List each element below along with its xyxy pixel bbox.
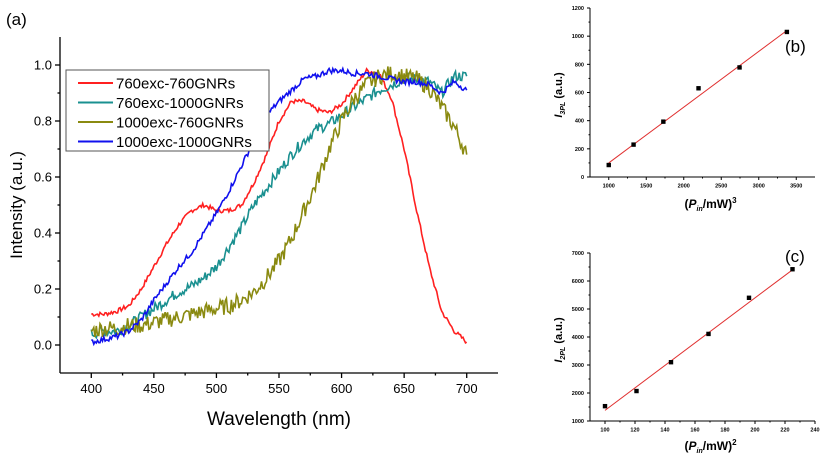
y-tick-label: 0.8 [34,114,52,129]
y-tick-label: 1200 [572,6,584,12]
y-tick-label: 0 [581,175,584,181]
legend-label: 1000exc-760GNRs [116,115,244,132]
data-point [606,162,611,168]
x-title-unit: /mW) [703,197,732,211]
y-tick-label: 2000 [572,391,584,397]
x-tick-label: 100 [600,428,609,434]
y-tick-label: 1000 [572,419,584,425]
y-tick-label: 600 [575,90,584,96]
panel-a-label: (a) [6,10,27,29]
data-point [602,403,608,409]
x-tick-label: 3000 [753,184,765,190]
x-tick-label: 160 [690,428,699,434]
y-title-symbol: I [553,114,565,118]
y-tick-label: 6000 [572,279,584,285]
series-line-1000exc-760GNRs [90,66,468,338]
y-tick-label: 5000 [572,307,584,313]
x-tick-label: 700 [456,381,478,396]
y-title-unit: (a.u.) [553,317,565,347]
y-tick-label: 0.2 [34,282,52,297]
data-point [784,29,790,35]
y-tick-label: 1.0 [34,58,52,73]
y-axis-title: I3PL (a.u.) [553,72,567,118]
y-axis-title: I2PL (a.u.) [553,317,567,363]
x-tick-label: 200 [750,428,759,434]
y-tick-label: 3000 [572,363,584,369]
x-tick-label: 2500 [715,184,727,190]
legend: 760exc-760GNRs 760exc-1000GNRs 1000exc-760… [65,69,270,152]
panel-b-label: (b) [785,37,806,56]
x-title-open: ( [684,197,688,211]
panel-c: (c) 100 120 140 160 180 200 220 240 1000 2000 3000… [553,247,820,455]
x-axis-title: (Pin/mW)3 [684,196,737,213]
series-line-1000exc-1000GNRs [91,66,468,347]
series-line-760exc-1000GNRs [90,68,468,340]
x-tick-label: 3500 [790,184,802,190]
y-tick-label: 0.0 [34,338,52,353]
panel-c-label: (c) [785,247,805,266]
x-title-subscript: in [697,448,703,455]
y-tick-label: 7000 [572,251,584,257]
x-title-symbol: P [688,197,697,211]
data-point [696,86,701,91]
legend-label: 1000exc-1000GNRs [116,134,252,151]
x-tick-label: 120 [630,428,639,434]
data-point [668,360,674,365]
data-point [634,388,639,394]
y-title-unit: (a.u.) [553,72,565,102]
data-point [661,119,666,124]
fit-line [604,269,793,411]
fit-line [608,30,788,164]
x-title-symbol: P [688,439,697,453]
x-tick-label: 500 [206,381,228,396]
x-tick-label: 450 [143,381,165,396]
legend-label: 760exc-1000GNRs [116,95,244,112]
panel-b: (b) 1000 1500 2000 2500 3000 3500 0 200 400 600 80… [553,6,815,213]
panel-a-x-title: Wavelength (nm) [207,409,351,430]
legend-label: 760exc-760GNRs [116,76,235,93]
y-tick-label: 200 [575,147,584,153]
y-title-subscript: 2PL [560,347,567,361]
data-point [790,267,795,272]
y-tick-label: 0.4 [34,226,52,241]
x-title-subscript: in [697,206,703,213]
x-tick-label: 220 [780,428,789,434]
y-tick-label: 1000 [572,34,584,40]
x-tick-label: 600 [331,381,353,396]
x-tick-label: 2000 [678,184,690,190]
x-title-superscript: 2 [732,438,737,447]
panel-a: (a) Intensity (a.u.) Wavelength (nm) 400… [6,10,498,430]
data-point [746,295,752,300]
x-tick-label: 240 [810,428,819,434]
x-tick-label: 1500 [640,184,652,190]
x-tick-label: 400 [80,381,102,396]
panel-a-y-title: Intensity (a.u.) [7,151,26,259]
x-tick-label: 180 [720,428,729,434]
y-tick-label: 800 [575,62,584,68]
y-title-subscript: 3PL [560,102,567,115]
x-title-unit: /mW) [703,439,732,453]
data-point [631,142,636,147]
y-tick-label: 4000 [572,335,584,341]
x-tick-label: 650 [393,381,415,396]
x-tick-label: 1000 [603,184,615,190]
x-title-superscript: 3 [732,196,737,205]
y-tick-label: 400 [575,119,584,125]
x-axis-title: (Pin/mW)2 [684,438,737,455]
x-title-open: ( [684,439,688,453]
y-title-symbol: I [553,359,565,363]
data-point [737,65,742,70]
x-tick-label: 550 [268,381,290,396]
data-point [706,331,711,337]
x-tick-label: 140 [660,428,669,434]
y-tick-label: 0.6 [34,170,52,185]
series-line-760exc-760GNRs [91,67,468,345]
